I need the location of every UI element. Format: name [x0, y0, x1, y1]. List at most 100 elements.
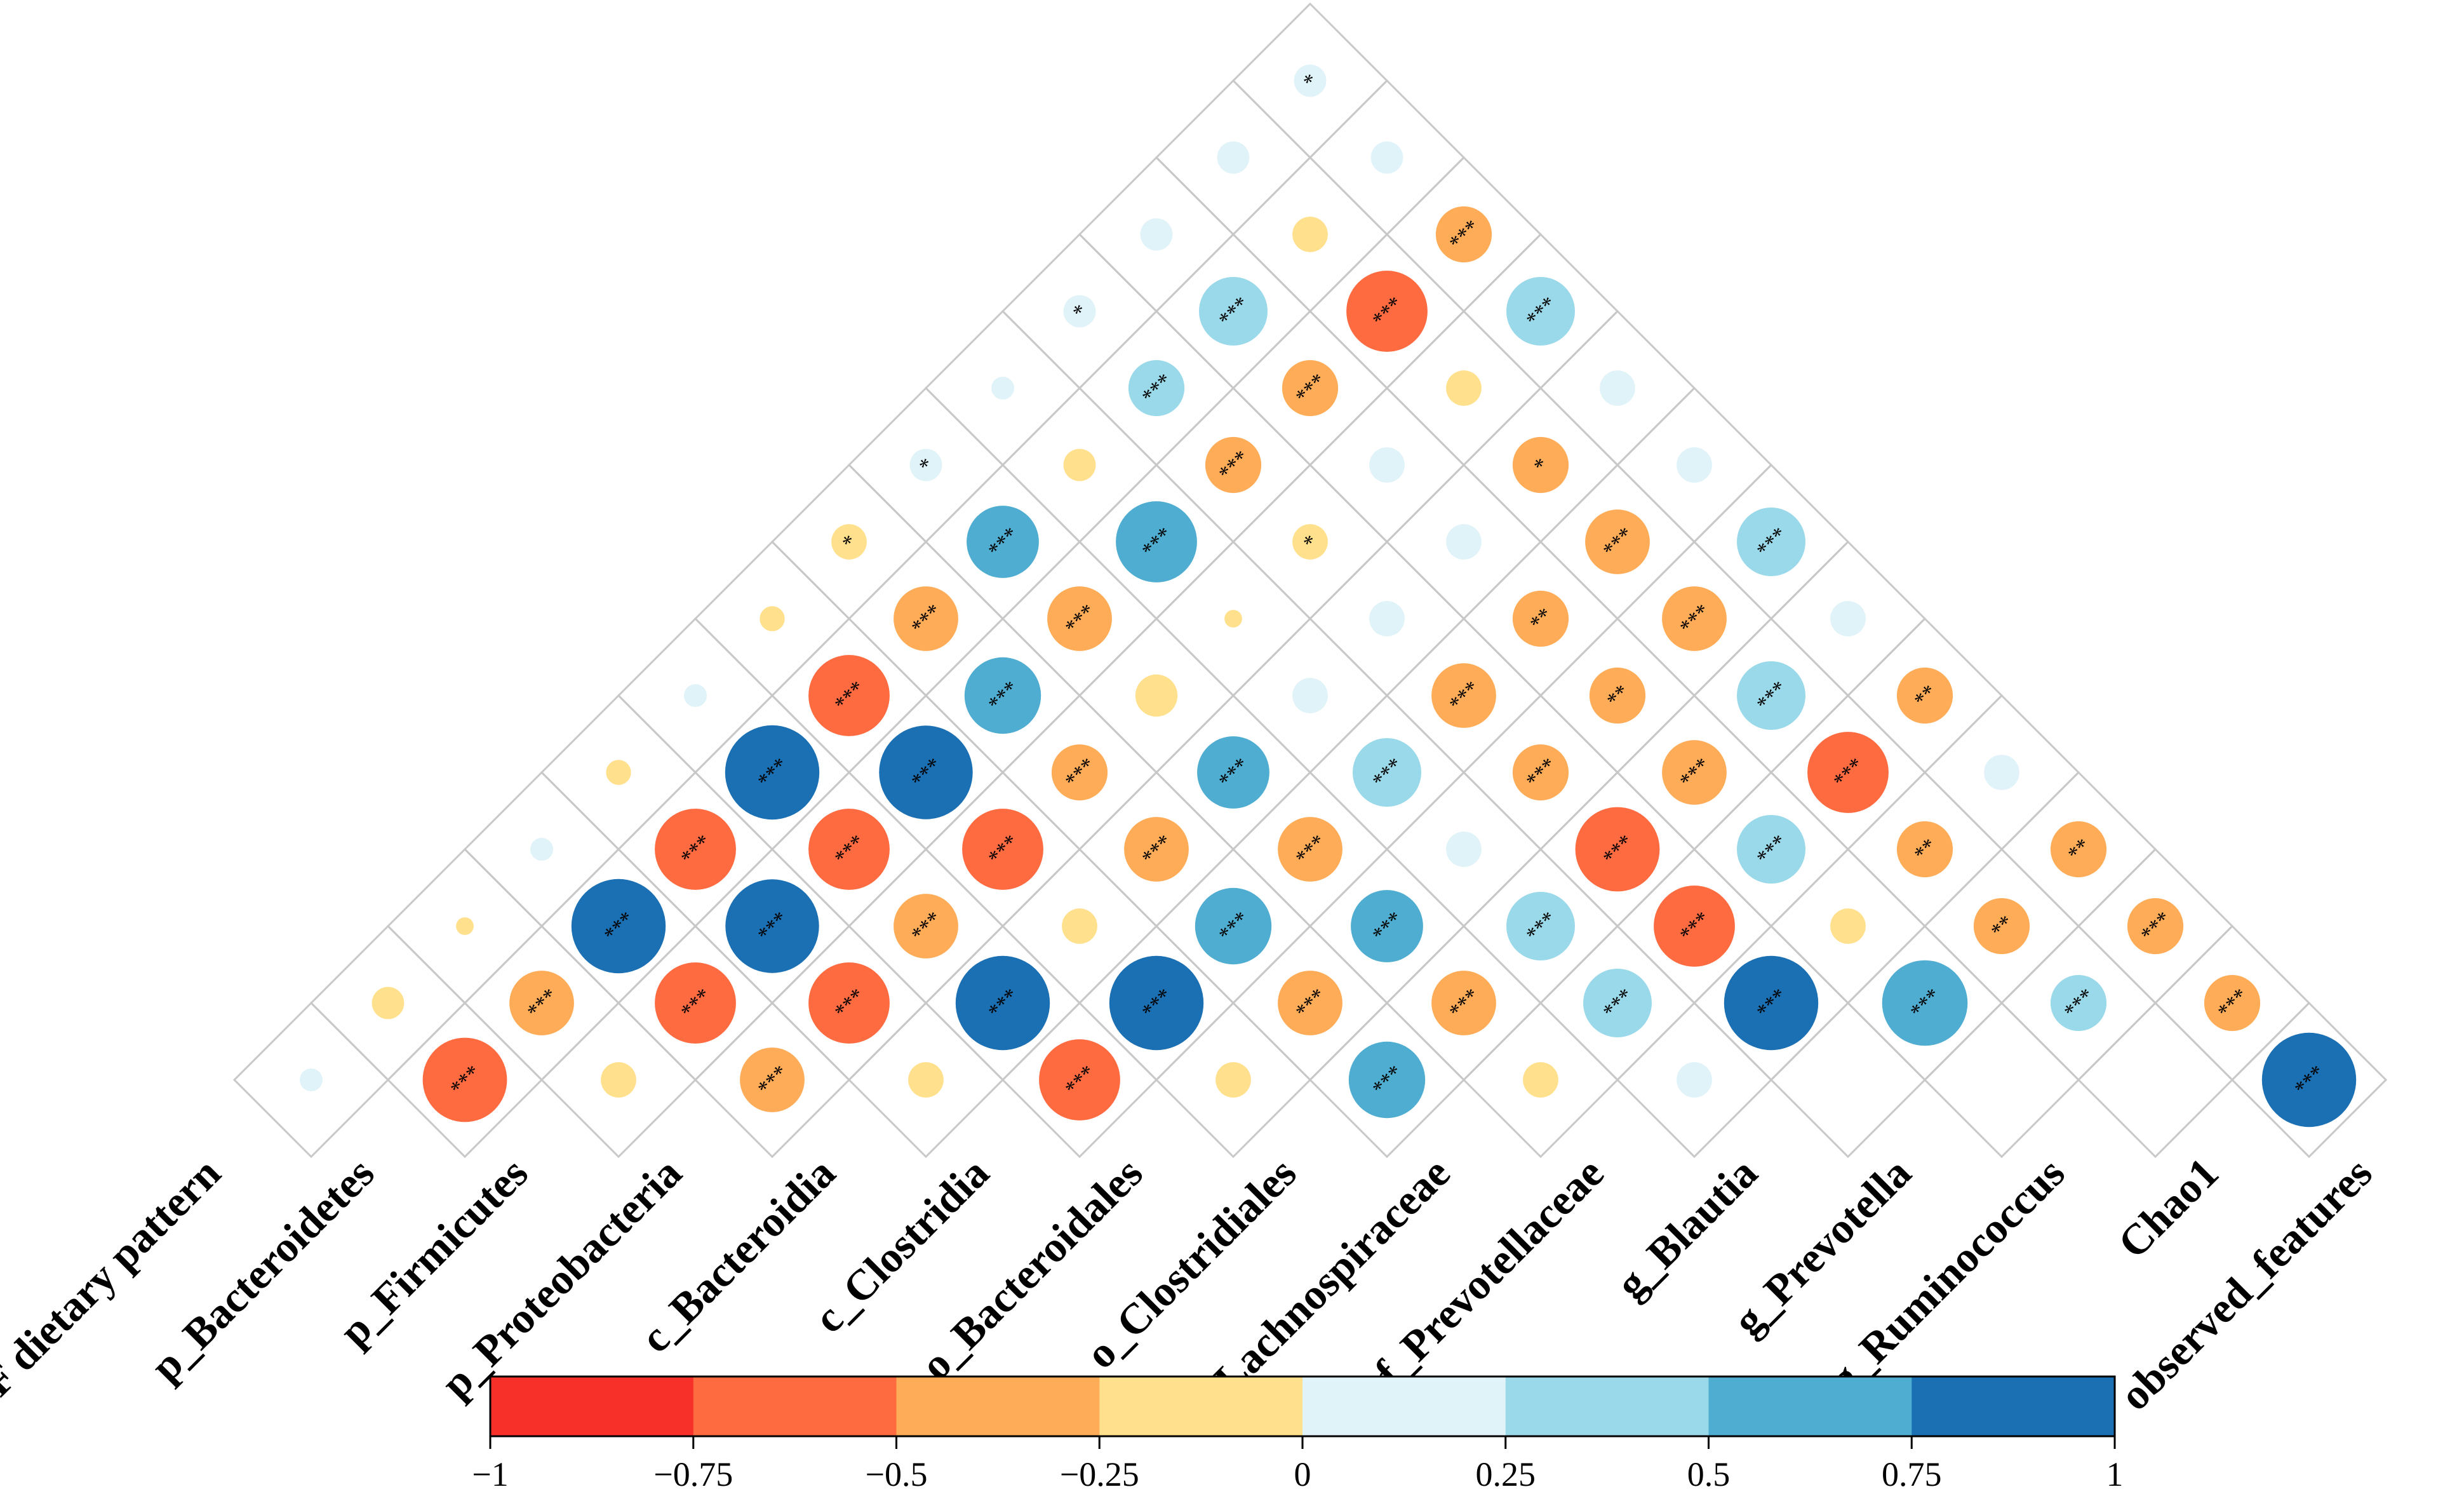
correlation-circle: [1575, 807, 1660, 892]
correlation-circle: [1278, 817, 1342, 882]
correlation-circle: [1506, 277, 1575, 346]
correlation-circle: [1282, 360, 1339, 417]
correlation-circle: [1589, 667, 1646, 724]
correlation-circle: [1882, 960, 1968, 1046]
correlation-circle: [725, 725, 820, 820]
correlation-circle: [1224, 610, 1242, 628]
correlation-circle: [967, 506, 1039, 578]
correlation-circle: [2127, 898, 2184, 955]
correlation-circle: [1292, 678, 1328, 713]
correlation-circle: [1348, 1041, 1426, 1119]
correlation-circle: [1292, 217, 1328, 252]
variable-label-chao1: Chao1: [2108, 1148, 2227, 1267]
correlation-circle: [962, 809, 1043, 890]
correlation-circle: [909, 448, 942, 481]
colorbar-tick-label: −1: [472, 1455, 508, 1493]
correlation-circle: [2050, 974, 2107, 1032]
correlation-circle: [1585, 509, 1650, 574]
correlation-circle: [1047, 586, 1112, 651]
correlation-circle: [740, 1047, 805, 1112]
colorbar-bin: [1912, 1377, 2115, 1436]
correlation-circle: [879, 725, 973, 819]
correlation-circle: [1654, 885, 1735, 967]
colorbar-bin: [896, 1377, 1100, 1436]
correlation-circle: [1446, 370, 1482, 406]
correlation-circle: [2050, 821, 2107, 878]
correlation-circle: [1512, 436, 1569, 494]
correlation-circle: [2204, 974, 2261, 1032]
correlation-circle: [1205, 436, 1262, 494]
correlation-circle: [955, 955, 1050, 1051]
correlation-circle: [1116, 501, 1197, 582]
correlation-circle: [1431, 971, 1496, 1035]
correlation-circle: [1351, 890, 1423, 962]
correlation-circle: [1583, 969, 1652, 1037]
correlation-circle: [1600, 370, 1635, 406]
correlation-circle: [1662, 740, 1727, 805]
correlation-circle: [1294, 64, 1327, 97]
correlation-circle: [1677, 1062, 1712, 1098]
correlation-circle: [1217, 141, 1250, 174]
correlation-circle: [655, 809, 736, 890]
correlation-circle: [1446, 524, 1482, 560]
correlation-circle: [725, 879, 819, 973]
variable-label-vf-dietary-pattern: VF dietary pattern: [0, 1148, 230, 1427]
correlation-circle: [1197, 736, 1269, 809]
colorbar-tick-label: 0.25: [1476, 1455, 1536, 1493]
correlation-circle: [601, 1062, 636, 1098]
correlation-circle: [1512, 590, 1569, 647]
correlation-circle: [1195, 887, 1272, 965]
cell-grid: ****************************************…: [232, 2, 2388, 1159]
correlation-circle: [2261, 1032, 2357, 1128]
variable-label-g-blautia: g_Blautia: [1607, 1148, 1766, 1308]
correlation-circle: [991, 377, 1014, 400]
correlation-circle: [1724, 955, 1819, 1051]
colorbar-tick-label: 0.75: [1882, 1455, 1942, 1493]
correlation-circle: [1109, 955, 1204, 1051]
correlation-circle: [606, 760, 631, 785]
colorbar: −1 −0.75 −0.5 −0.25 0 0.25 0.5 0.75 1: [472, 1375, 2124, 1493]
correlation-circle: [1135, 674, 1178, 717]
correlation-circle: [1807, 732, 1889, 813]
correlation-circle: [1512, 744, 1569, 801]
correlation-circle: [1446, 831, 1482, 867]
colorbar-bin: [693, 1377, 897, 1436]
correlation-circle: [1124, 817, 1189, 882]
correlation-circle: [908, 1062, 944, 1098]
correlation-circle: [1063, 448, 1096, 481]
correlation-marks: ****************************************…: [300, 64, 2357, 1128]
colorbar-tick-label: −0.75: [653, 1455, 733, 1493]
correlation-circle: [964, 657, 1041, 734]
correlation-circle: [684, 684, 707, 707]
correlation-circle: [1662, 586, 1727, 651]
correlation-circle: [300, 1068, 323, 1091]
correlation-circle: [1128, 360, 1185, 417]
variable-label-observed-features: observed_features: [2110, 1148, 2381, 1420]
correlation-circle: [808, 962, 890, 1044]
correlation-circle: [1039, 1039, 1120, 1121]
correlation-circle: [1292, 524, 1328, 560]
colorbar-tick-label: −0.5: [866, 1455, 928, 1493]
correlation-circle: [530, 838, 553, 861]
correlation-circle: [1346, 271, 1428, 352]
correlation-circle: [1369, 447, 1405, 483]
correlation-circle: [1435, 206, 1492, 263]
correlation-circle: [1215, 1062, 1251, 1098]
correlation-circle: [1051, 744, 1108, 801]
correlation-circle: [1984, 755, 2019, 790]
correlation-circle: [760, 606, 785, 631]
colorbar-bin: [490, 1377, 694, 1436]
correlation-circle: [1063, 295, 1096, 328]
correlation-circle: [1506, 892, 1575, 960]
correlation-circle: [509, 971, 574, 1035]
correlation-circle: [1062, 908, 1097, 944]
correlation-circle: [1278, 971, 1342, 1035]
colorbar-tick-label: 0: [1294, 1455, 1311, 1493]
correlation-circle: [894, 586, 958, 651]
correlation-circle: [1830, 908, 1866, 944]
colorbar-tick-label: −0.25: [1060, 1455, 1139, 1493]
cell-chao1-g-ruminococcus: [2077, 1001, 2234, 1159]
correlation-circle: [372, 986, 405, 1020]
correlation-circle: [571, 879, 666, 974]
